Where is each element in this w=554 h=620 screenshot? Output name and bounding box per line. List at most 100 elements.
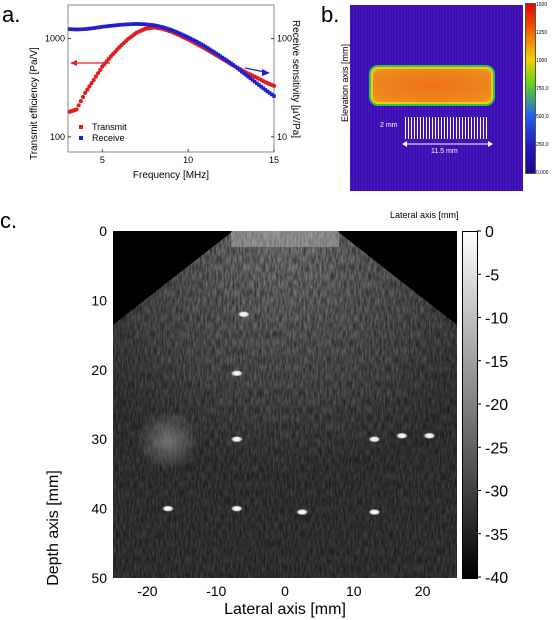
panel-a-xlabel: Frequency [MHz] (133, 170, 209, 181)
panel-c-colorbar-tick-label: -5 (485, 267, 499, 284)
panel-a-x-tick-label: 5 (100, 155, 105, 165)
panel-c-colorbar-tick-label: -25 (485, 440, 508, 457)
data-point (190, 37, 195, 42)
panel-c-colorbar-tick-label: -15 (485, 354, 508, 371)
data-point (76, 103, 81, 108)
panel-a-legend: Transmit Receive (79, 122, 127, 143)
data-point (83, 90, 88, 95)
panel-c-x-tick-label: 0 (281, 583, 289, 599)
data-point (235, 66, 240, 71)
panel-a-y-ticks-right: 100 10 (271, 34, 292, 142)
panel-b-colorbar-tick-label: 0,000 (536, 170, 549, 176)
data-point (87, 26, 92, 31)
panel-b-dim-height: 2 mm (380, 122, 398, 129)
data-point (134, 22, 139, 26)
data-point (95, 71, 101, 76)
panel-c-bmode-image (113, 231, 457, 578)
data-point (171, 28, 175, 33)
panel-c-y-tick-label: 40 (91, 501, 107, 517)
data-point (74, 27, 79, 32)
data-point (106, 24, 111, 28)
point-target (423, 432, 436, 439)
data-point (197, 41, 201, 45)
data-point (263, 88, 268, 92)
panel-c-colorbar-tick-label: -20 (485, 397, 508, 414)
panel-b-dimension-arrow (402, 141, 493, 147)
receive-series (67, 22, 276, 98)
panel-a-y-right-tick-label: 10 (277, 132, 287, 142)
panel-c-colorbar-tick-label: -35 (485, 527, 508, 544)
data-point (216, 53, 221, 57)
data-point (184, 34, 188, 39)
data-point (87, 84, 92, 89)
data-point (255, 81, 259, 86)
panel-c-y-tick-label: 20 (91, 362, 107, 378)
point-target (395, 432, 408, 439)
data-point (257, 83, 261, 87)
panel-c-colorbar-tick-label: -40 (485, 570, 508, 587)
data-point (98, 67, 103, 72)
panel-c-colorbar-tick-label: -10 (485, 311, 508, 328)
data-point (272, 94, 276, 98)
data-point (162, 25, 167, 30)
data-point (91, 26, 96, 30)
data-point (167, 27, 171, 31)
panel-c-colorbar-tick-label: 0 (485, 224, 494, 241)
panel-b-colorbar-tick-label: 1000 (536, 58, 547, 64)
data-point (141, 22, 145, 26)
panel-a-x-tick-label: 10 (183, 155, 193, 165)
point-target (296, 508, 309, 516)
data-point (89, 81, 94, 86)
data-point (100, 24, 105, 29)
point-target (368, 508, 381, 516)
data-point (194, 39, 199, 44)
panel-b-dim-width: 11.5 mm (431, 148, 458, 155)
panel-a-y-ticks-left: 1000 100 (45, 34, 71, 142)
data-point (93, 74, 98, 79)
data-point (145, 22, 150, 27)
panel-c-colorbar-ticks: 0 -5 -10 -15 -20 -25 -30 -35 -40 (477, 224, 508, 587)
point-target (230, 436, 243, 443)
panel-c-x-ticks: -20 -10 0 10 20 (137, 583, 430, 599)
panel-a-x-ticks: 5 10 15 (100, 149, 279, 165)
data-point (74, 107, 79, 112)
data-point (169, 27, 173, 32)
data-point (179, 32, 184, 37)
data-point (267, 91, 272, 95)
data-point (177, 31, 182, 36)
panel-b-active-area (373, 69, 491, 102)
legend-transmit-marker (79, 125, 83, 129)
panel-b-xlabel: Lateral axis [mm] (390, 210, 459, 220)
panel-c-x-tick-label: -20 (137, 583, 157, 599)
data-point (78, 99, 83, 104)
panel-a-ylabel-left: Transmit efficiency [Pa/V] (29, 47, 40, 160)
data-point (130, 22, 135, 26)
data-point (109, 24, 113, 28)
panel-b-ylabel: Elevation axis [mm] (340, 43, 350, 122)
data-point (158, 24, 163, 29)
data-point (111, 23, 115, 28)
panel-a-x-tick-label: 15 (269, 155, 279, 165)
data-point (81, 27, 85, 31)
data-point (115, 23, 120, 27)
panel-b-colorbar-tick-label: 1250 (536, 30, 547, 36)
panel-a-letter: a. (2, 2, 21, 27)
data-point (79, 27, 83, 32)
data-point (121, 22, 126, 27)
panel-b-colorbar-tick-label: 750,0 (536, 86, 549, 92)
data-point (76, 27, 81, 32)
panel-c-x-tick-label: 10 (346, 583, 362, 599)
data-point (205, 46, 210, 50)
panel-c-letter: c. (0, 208, 18, 233)
data-point (85, 27, 90, 31)
data-point (104, 24, 109, 29)
data-point (250, 78, 255, 82)
panel-b-colorbar-tick-label: 250,0 (536, 142, 549, 148)
data-point (248, 76, 253, 81)
data-point (229, 61, 233, 66)
data-point (231, 63, 236, 67)
data-point (261, 86, 266, 91)
data-point (137, 22, 141, 26)
data-point (203, 44, 208, 49)
data-point (182, 33, 186, 38)
